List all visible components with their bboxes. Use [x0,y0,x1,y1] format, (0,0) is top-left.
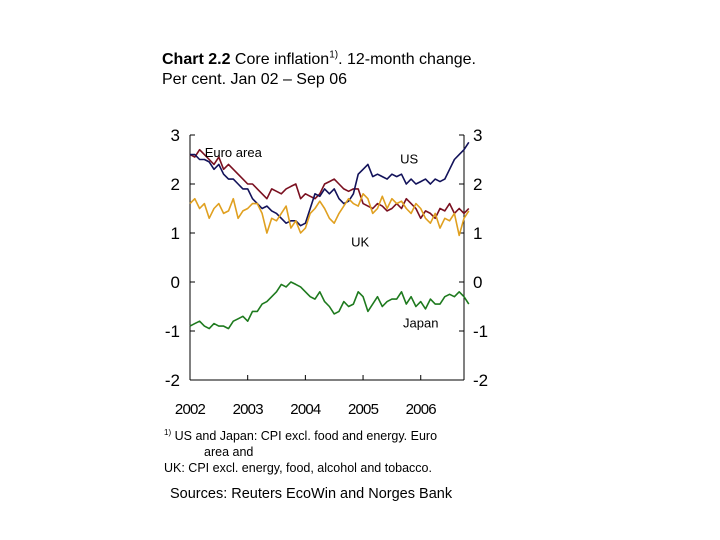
series-label-japan: Japan [403,316,438,331]
y-tick-label-left: -2 [165,371,180,390]
footnote-line-3: UK: CPI excl. energy, food, alcohol and … [164,461,432,475]
series-layer [189,141,470,330]
chart-title: Chart 2.2 Core inflation1). 12-month cha… [162,50,482,90]
y-tick-label-right: 1 [473,224,482,243]
series-label-uk: UK [351,235,369,250]
sources: Sources: Reuters EcoWin and Norges Bank [170,486,453,502]
y-tick-label-left: 0 [171,273,180,292]
y-tick-label-left: 3 [171,126,180,145]
series-line-uk [189,193,470,237]
series-line-japan [189,281,470,330]
y-tick-label-left: 2 [171,175,180,194]
title-text: Core inflation [234,51,330,68]
labels-layer: 3 3 2 2 1 1 0 0 -1 -1 -2 -2 2002 2003 2004 2005 2006 Euro… [165,126,488,418]
axes [189,134,465,381]
y-tick-label-right: 3 [473,126,482,145]
y-tick-label-left: -1 [165,322,180,341]
y-tick-label-right: -1 [473,322,488,341]
series-line-us [190,141,470,227]
x-tick-label: 2002 [175,401,206,418]
chart-number: Chart 2.2 [162,51,231,68]
y-tick-label-left: 1 [171,224,180,243]
footnote-line-2: area and [204,445,254,459]
series-line-euro-area [189,148,470,220]
title-text-rest: . 12-month change. [338,51,476,68]
y-tick-label-right: 2 [473,175,482,194]
footnote-marker: 1) [164,427,172,437]
y-tick-label-right: 0 [473,273,482,292]
footnote-line-1: 1) US and Japan: CPI excl. food and ener… [164,428,484,444]
footnote: 1) US and Japan: CPI excl. food and ener… [164,428,484,476]
series-label-euro-area: Euro area [205,145,263,160]
footnote-text-1: US and Japan: CPI excl. food and energy.… [174,429,438,443]
x-tick-label: 2006 [406,401,437,418]
x-tick-label: 2004 [290,401,321,418]
y-tick-label-right: -2 [473,371,488,390]
chart-subtitle: Per cent. Jan 02 – Sep 06 [162,71,348,88]
title-footnote-marker: 1) [329,49,339,61]
x-tick-label: 2005 [348,401,379,418]
x-tick-label: 2003 [233,401,264,418]
series-label-us: US [400,151,418,166]
title-line: Chart 2.2 Core inflation1). 12-month cha… [162,50,482,70]
